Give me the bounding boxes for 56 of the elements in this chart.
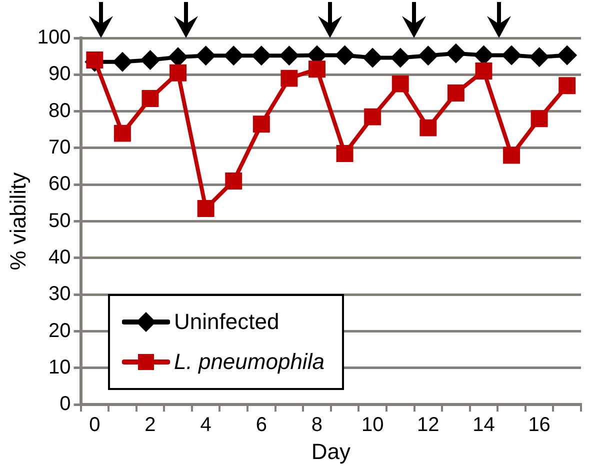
point <box>530 110 548 128</box>
x-tick-label: 8 <box>311 414 323 436</box>
point <box>529 47 550 68</box>
point <box>418 46 438 66</box>
x-tick-label: 10 <box>361 414 384 436</box>
point <box>252 116 270 133</box>
legend-label: L. pneumophila <box>174 349 324 375</box>
point <box>390 48 410 68</box>
point <box>558 77 576 94</box>
point <box>197 200 214 217</box>
point <box>140 50 160 70</box>
legend-label: Uninfected <box>174 309 280 335</box>
x-tick-label: 14 <box>472 414 495 436</box>
y-axis-title: % viability <box>5 172 30 270</box>
point <box>86 52 104 68</box>
x-tick-label: 16 <box>528 414 550 436</box>
point <box>557 45 578 66</box>
point <box>364 108 382 126</box>
point <box>362 48 383 68</box>
point <box>196 46 216 66</box>
point <box>170 64 187 82</box>
point <box>225 172 242 190</box>
point <box>392 75 409 92</box>
point <box>280 70 298 87</box>
y-tick-label: 80 <box>48 100 71 122</box>
x-tick-label: 6 <box>256 414 267 436</box>
point <box>279 46 300 66</box>
point <box>503 146 520 164</box>
y-tick-label: 60 <box>48 173 71 196</box>
y-tick-label: 30 <box>48 283 71 306</box>
point <box>112 52 132 72</box>
point <box>420 119 437 136</box>
point <box>334 45 355 66</box>
y-tick-label: 100 <box>37 26 71 49</box>
point <box>224 46 244 66</box>
x-axis-title: Day <box>311 438 350 464</box>
y-tick-label: 70 <box>48 136 71 158</box>
y-tick-label: 20 <box>48 320 71 342</box>
y-tick-label: 40 <box>48 246 71 268</box>
x-tick-label: 4 <box>200 414 212 436</box>
point <box>251 46 272 66</box>
point <box>336 144 354 162</box>
point <box>502 45 522 66</box>
y-tick-label: 90 <box>48 63 71 86</box>
point <box>142 90 159 107</box>
y-tick-label: 50 <box>48 210 71 232</box>
x-tick-label: 2 <box>144 414 156 436</box>
y-tick-label: 0 <box>60 393 71 416</box>
x-tick-label: 0 <box>89 414 100 436</box>
point <box>446 43 466 64</box>
point <box>447 84 464 102</box>
y-tick-label: 10 <box>48 356 71 378</box>
point <box>308 60 326 78</box>
x-tick-label: 12 <box>417 414 440 436</box>
point <box>114 124 131 142</box>
point <box>475 62 492 80</box>
